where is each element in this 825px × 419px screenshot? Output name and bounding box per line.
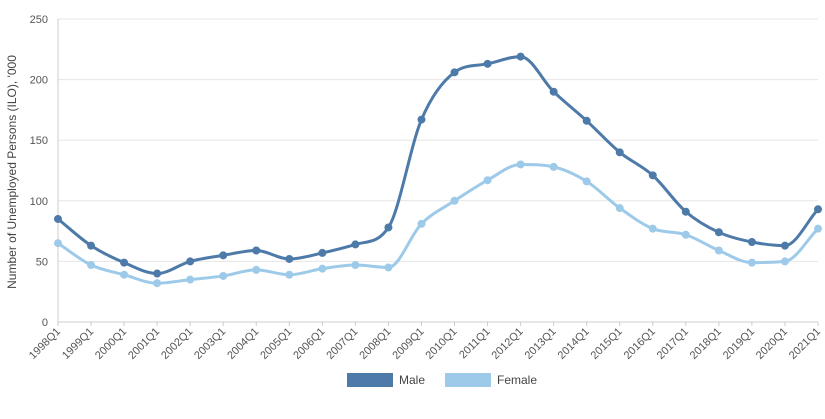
data-point-male[interactable] xyxy=(186,257,195,266)
data-point-male[interactable] xyxy=(54,214,62,223)
data-point-male[interactable] xyxy=(714,228,723,237)
data-point-male[interactable] xyxy=(252,246,261,255)
x-tick-label: 2008Q1 xyxy=(357,326,393,362)
data-point-male[interactable] xyxy=(814,205,822,214)
y-tick-label: 100 xyxy=(30,196,48,208)
y-tick-label: 250 xyxy=(30,14,48,26)
x-tick-label: 2000Q1 xyxy=(93,326,129,362)
y-tick-label: 150 xyxy=(30,135,48,147)
x-tick-label: 2016Q1 xyxy=(622,326,658,362)
x-tick-label: 2007Q1 xyxy=(324,326,360,362)
data-point-female[interactable] xyxy=(450,196,459,205)
data-point-male[interactable] xyxy=(615,148,624,157)
grid xyxy=(58,18,818,323)
y-axis-title: Number of Unemployed Persons (ILO), '000 xyxy=(5,55,19,289)
series xyxy=(54,52,822,288)
data-point-female[interactable] xyxy=(417,219,426,228)
data-point-female[interactable] xyxy=(318,264,327,273)
x-tick-label: 1999Q1 xyxy=(60,326,96,362)
data-point-female[interactable] xyxy=(483,176,492,185)
data-point-male[interactable] xyxy=(516,52,525,61)
series-male xyxy=(54,52,822,278)
data-point-female[interactable] xyxy=(351,261,360,270)
data-point-female[interactable] xyxy=(120,270,129,279)
data-point-male[interactable] xyxy=(450,68,459,77)
x-tick-label: 2017Q1 xyxy=(655,326,691,362)
data-point-male[interactable] xyxy=(384,223,393,232)
x-tick-label: 2002Q1 xyxy=(159,326,195,362)
series-line-male xyxy=(56,55,820,276)
legend-label-male: Male xyxy=(399,373,425,387)
data-point-male[interactable] xyxy=(417,115,426,124)
data-point-female[interactable] xyxy=(54,239,62,248)
legend[interactable]: Male Female xyxy=(347,373,537,387)
x-tick-label: 2010Q1 xyxy=(423,326,459,362)
data-point-female[interactable] xyxy=(516,160,525,169)
data-point-male[interactable] xyxy=(681,207,690,216)
data-point-male[interactable] xyxy=(318,248,327,257)
axes: 0501001502002501998Q11999Q12000Q12001Q12… xyxy=(27,14,823,362)
x-tick-label: 1998Q1 xyxy=(27,326,63,362)
x-tick-label: 2018Q1 xyxy=(688,326,724,362)
legend-swatch-female xyxy=(445,373,491,387)
x-tick-label: 2019Q1 xyxy=(721,326,757,362)
x-tick-label: 2003Q1 xyxy=(192,326,228,362)
data-point-female[interactable] xyxy=(384,263,393,272)
x-tick-label: 2005Q1 xyxy=(258,326,294,362)
legend-label-female: Female xyxy=(497,373,537,387)
legend-item-male[interactable]: Male xyxy=(347,373,425,387)
y-tick-label: 50 xyxy=(36,256,48,268)
data-point-male[interactable] xyxy=(780,241,789,250)
data-point-female[interactable] xyxy=(87,261,96,270)
data-point-female[interactable] xyxy=(747,258,756,267)
data-point-male[interactable] xyxy=(582,116,591,125)
data-point-female[interactable] xyxy=(285,270,294,279)
x-tick-label: 2021Q1 xyxy=(787,326,823,362)
data-point-male[interactable] xyxy=(483,59,492,68)
x-tick-label: 2011Q1 xyxy=(457,326,493,362)
data-point-female[interactable] xyxy=(186,275,195,284)
x-tick-label: 2015Q1 xyxy=(589,326,625,362)
data-point-male[interactable] xyxy=(549,87,558,96)
data-point-female[interactable] xyxy=(582,177,591,186)
data-point-female[interactable] xyxy=(648,224,657,233)
x-tick-label: 2001Q1 xyxy=(126,326,162,362)
data-point-female[interactable] xyxy=(549,162,558,171)
data-point-male[interactable] xyxy=(219,251,228,260)
legend-swatch-male xyxy=(347,373,393,387)
legend-item-female[interactable]: Female xyxy=(445,373,537,387)
series-female xyxy=(54,160,822,288)
data-point-female[interactable] xyxy=(615,204,624,213)
data-point-female[interactable] xyxy=(153,279,162,288)
x-tick-label: 2012Q1 xyxy=(490,326,526,362)
y-tick-label: 200 xyxy=(30,75,48,87)
x-tick-label: 2014Q1 xyxy=(556,326,592,362)
data-point-female[interactable] xyxy=(714,246,723,255)
x-tick-label: 2013Q1 xyxy=(523,326,559,362)
data-point-male[interactable] xyxy=(153,269,162,278)
data-point-male[interactable] xyxy=(648,171,657,180)
data-point-female[interactable] xyxy=(681,230,690,239)
data-point-female[interactable] xyxy=(814,224,822,233)
data-point-male[interactable] xyxy=(120,258,129,267)
x-tick-label: 2006Q1 xyxy=(291,326,327,362)
data-point-male[interactable] xyxy=(351,240,360,249)
data-point-female[interactable] xyxy=(219,271,228,280)
x-tick-label: 2009Q1 xyxy=(390,326,426,362)
data-point-male[interactable] xyxy=(747,238,756,247)
y-tick-label: 0 xyxy=(42,317,48,329)
data-point-male[interactable] xyxy=(87,241,96,250)
data-point-female[interactable] xyxy=(780,257,789,266)
data-point-female[interactable] xyxy=(252,265,261,274)
x-tick-label: 2020Q1 xyxy=(754,326,790,362)
x-tick-label: 2004Q1 xyxy=(225,326,261,362)
data-point-male[interactable] xyxy=(285,254,294,263)
